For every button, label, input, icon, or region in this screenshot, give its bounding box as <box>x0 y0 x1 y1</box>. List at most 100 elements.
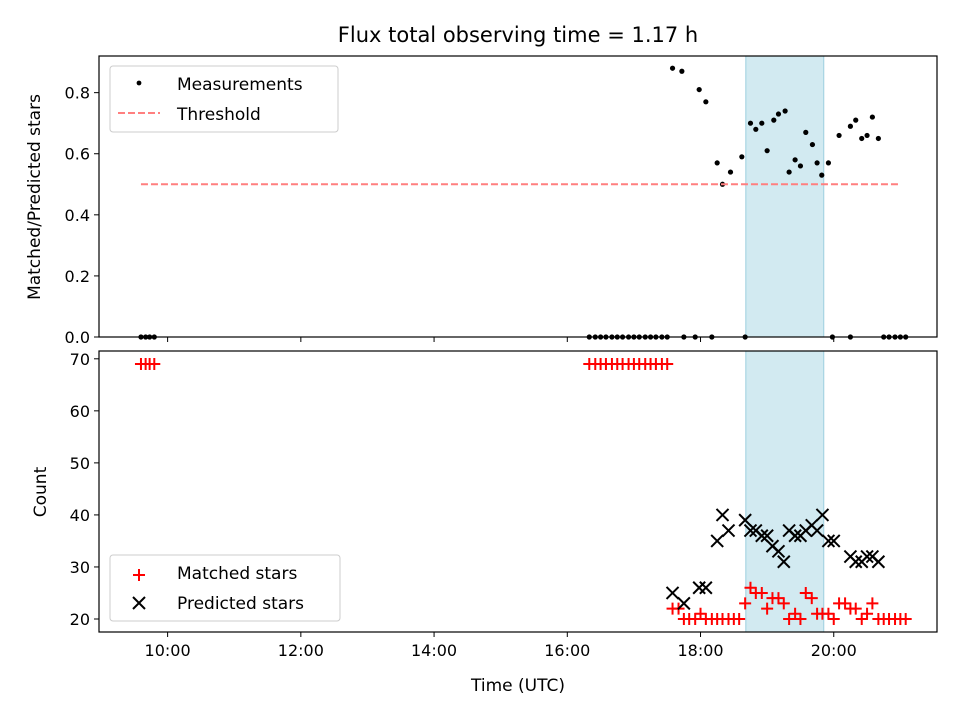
matched-stars-point <box>789 607 802 620</box>
matched-stars-point <box>783 612 796 625</box>
x-tick-label: 18:00 <box>677 641 723 660</box>
chart-title: Flux total observing time = 1.17 h <box>338 23 698 47</box>
predicted-stars-point <box>721 523 736 538</box>
matched-stars-point <box>661 358 674 371</box>
matched-stars-point <box>694 607 707 620</box>
measurements-point <box>669 65 676 71</box>
predicted-stars-point <box>665 586 680 600</box>
measurements-point <box>727 169 734 175</box>
measurements-point <box>786 169 792 175</box>
y-tick-label: 0.4 <box>65 206 90 225</box>
measurements-point <box>753 126 759 132</box>
y-tick-label: 0.8 <box>65 84 90 103</box>
measurements-point <box>825 160 832 166</box>
top-legend: Measurements Threshold <box>109 65 339 133</box>
matched-stars-point <box>777 597 790 610</box>
predicted-stars-point <box>871 555 886 569</box>
measurements-point <box>853 117 859 123</box>
x-tick-label: 16:00 <box>544 641 590 660</box>
bottom-highlight-span <box>745 350 825 633</box>
measurements-point <box>764 148 770 154</box>
predicted-stars-point <box>788 529 802 543</box>
measurements-point <box>875 135 881 142</box>
bottom-axes-frame <box>98 350 938 633</box>
matched-stars-point <box>733 612 746 625</box>
measurements-point <box>679 68 685 74</box>
y-tick-label: 30 <box>70 558 90 577</box>
predicted-stars-point <box>771 544 786 559</box>
measurements-point <box>814 160 820 166</box>
measurements-point <box>836 132 842 139</box>
measurements-legend-marker <box>136 80 142 86</box>
predicted-stars-point <box>810 523 824 538</box>
top-ylabel: Matched/Predicted stars <box>25 94 45 300</box>
x-tick-label: 20:00 <box>811 641 857 660</box>
matched-stars-point <box>855 612 868 625</box>
measurements-point <box>739 154 745 160</box>
measurements-point <box>703 99 709 105</box>
predicted-stars-point <box>827 534 841 548</box>
matched-stars-point <box>794 612 807 625</box>
matched-stars-point <box>849 602 862 615</box>
predicted-stars-point <box>677 596 691 611</box>
predicted-legend-marker <box>132 596 146 610</box>
measurements-point <box>775 111 782 117</box>
matched-stars-point <box>861 607 874 620</box>
matched-stars-point <box>799 586 812 599</box>
matched-stars-point <box>755 586 768 599</box>
predicted-stars-point <box>849 555 863 569</box>
measurements-point <box>759 120 765 126</box>
x-tick-label: 12:00 <box>278 641 324 660</box>
measurements-legend-label: Measurements <box>177 75 303 95</box>
measurements-point <box>747 120 754 126</box>
top-x-ticks <box>167 337 835 342</box>
top-axes-frame <box>98 55 938 338</box>
matched-stars-point <box>866 597 879 610</box>
y-tick-label: 0.0 <box>65 328 90 347</box>
predicted-stars-point <box>710 534 724 548</box>
matched-stars-point <box>805 592 818 605</box>
x-axis-label: Time (UTC) <box>470 676 565 696</box>
top-highlight-span <box>745 55 825 338</box>
bottom-series <box>134 358 912 625</box>
measurements-point <box>869 114 875 120</box>
y-tick-label: 60 <box>70 402 90 421</box>
y-tick-label: 70 <box>70 350 90 369</box>
matched-stars-point <box>761 602 774 615</box>
matched-stars-point <box>899 612 912 625</box>
top-y-ticks: 0.0 0.2 0.4 0.6 0.8 <box>65 84 99 347</box>
matched-legend-marker <box>133 569 145 581</box>
measurements-point <box>847 123 854 129</box>
matched-stars-point <box>689 612 702 625</box>
predicted-legend-label: Predicted stars <box>177 594 304 614</box>
top-panel: 0.00.20.40.60.8 Matched/Predicted stars … <box>25 55 938 347</box>
predicted-stars-point <box>715 508 730 522</box>
y-tick-label: 50 <box>70 454 90 473</box>
measurements-point <box>809 141 816 148</box>
predicted-stars-point <box>743 523 758 538</box>
measurements-point <box>797 163 804 169</box>
y-tick-label: 0.2 <box>65 267 90 286</box>
y-tick-label: 40 <box>70 506 90 525</box>
matched-stars-point <box>839 597 852 610</box>
bottom-legend: Matched stars Predicted stars <box>109 554 341 622</box>
x-tick-label: 14:00 <box>411 641 457 660</box>
matched-legend-label: Matched stars <box>177 564 297 584</box>
y-tick-label: 20 <box>70 610 90 629</box>
predicted-stars-point <box>755 529 769 543</box>
predicted-stars-point <box>860 549 874 564</box>
matched-stars-point <box>739 597 752 610</box>
measurements-point <box>859 135 865 142</box>
measurements-point <box>792 157 798 163</box>
predicted-stars-point <box>738 513 752 527</box>
measurements-point <box>696 86 702 93</box>
matched-stars-point <box>772 592 785 605</box>
matched-stars-point <box>822 607 835 620</box>
measurements-point <box>714 160 720 166</box>
measurements-point <box>803 129 809 135</box>
bottom-panel: 20 30 40 50 60 70 10:00 12:00 14:00 16:00 18:00 20… <box>31 350 938 696</box>
predicted-stars-point <box>777 555 791 569</box>
top-legend-box <box>109 65 339 133</box>
bottom-y-ticks: 20 30 40 50 60 70 <box>70 350 99 629</box>
